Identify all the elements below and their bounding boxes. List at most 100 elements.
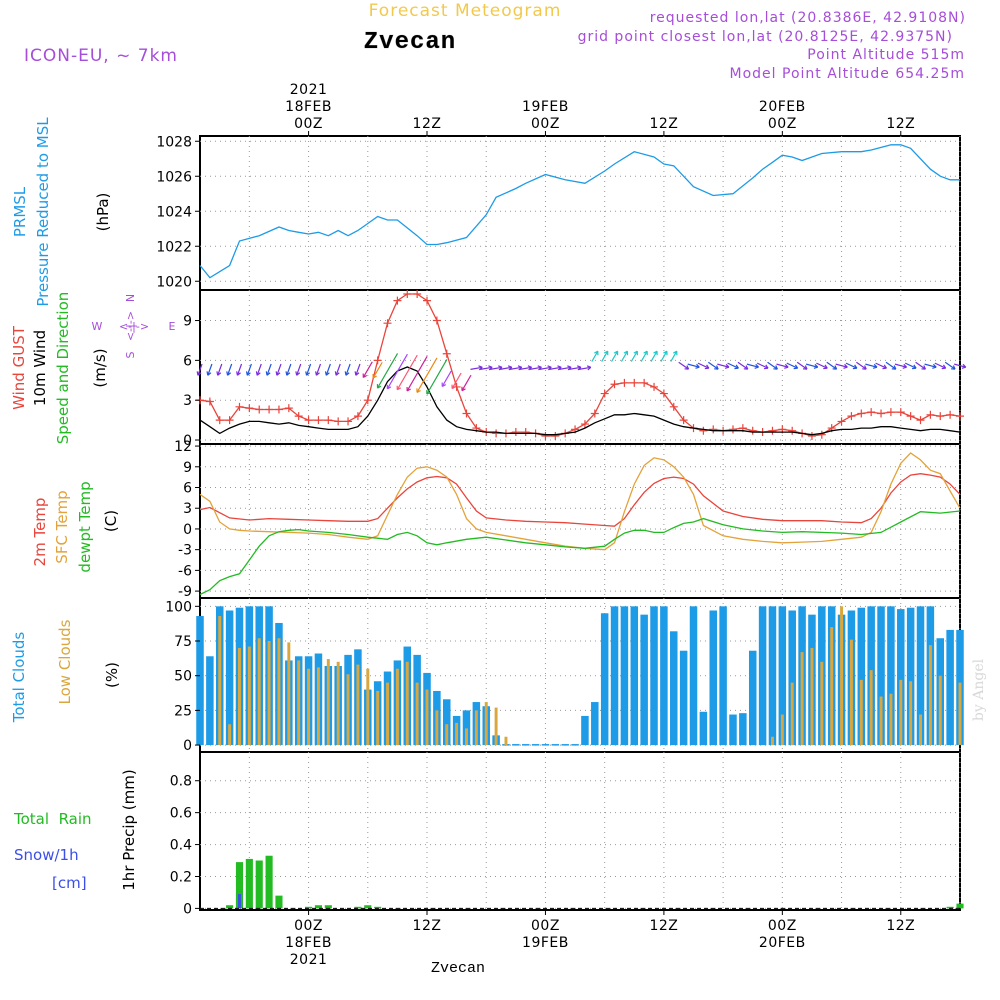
- wind-arrow: [499, 366, 512, 370]
- top-time-label: 20FEB: [759, 99, 806, 115]
- wind-arrow-head: [932, 363, 937, 369]
- series-line-2m-temp: [199, 473, 961, 527]
- label-speed-direction: Speed and Direction: [54, 292, 72, 445]
- y-tick-label: 50: [174, 669, 192, 685]
- wind-arrow-head: [912, 364, 917, 370]
- gust-marker: [788, 426, 797, 435]
- bottom-time-label: 18FEB: [285, 935, 332, 951]
- rain-bar: [324, 905, 332, 909]
- footer-station: Zvecan: [431, 960, 485, 977]
- low-cloud-bar: [820, 661, 824, 746]
- gust-marker: [659, 389, 668, 398]
- top-time-label: 18FEB: [285, 99, 332, 115]
- top-time-label: 00Z: [531, 116, 560, 132]
- wind-arrow: [406, 356, 428, 392]
- low-cloud-bar: [465, 728, 468, 746]
- wind-arrow-head: [295, 371, 301, 376]
- wind-arrow-head: [891, 365, 897, 370]
- gust-marker: [916, 416, 925, 425]
- wind-arrow: [678, 361, 689, 370]
- total-cloud-bar: [887, 606, 895, 746]
- total-cloud-bar: [620, 606, 629, 746]
- wind-arrow-head: [663, 350, 668, 356]
- total-cloud-bar: [462, 710, 471, 746]
- wind-arrow-head: [843, 363, 848, 369]
- wind-arrow: [796, 361, 808, 370]
- wind-arrow-head: [275, 371, 281, 376]
- label-ms: (m/s): [91, 348, 109, 387]
- wind-arrow: [954, 363, 966, 368]
- clouds-panel-frame: [199, 597, 961, 753]
- total-cloud-bar: [640, 614, 648, 746]
- low-cloud-bar: [425, 689, 429, 746]
- wind-arrow-head: [643, 350, 648, 356]
- low-cloud-bar: [218, 616, 222, 746]
- y-tick-label: 75: [174, 634, 192, 650]
- bar-marks: [196, 606, 964, 909]
- y-tick-label: 0: [183, 738, 192, 754]
- wind-arrow-head: [613, 350, 619, 356]
- y-tick-label: 12: [174, 439, 192, 455]
- y-tick-label: 6: [183, 481, 192, 497]
- wind-arrow: [591, 350, 599, 362]
- gust-marker: [432, 316, 441, 325]
- low-cloud-bar: [307, 668, 311, 746]
- wind-arrow-head: [633, 350, 638, 356]
- gust-marker: [304, 416, 313, 425]
- wind-arrow: [835, 363, 848, 368]
- compass-n: N: [124, 294, 137, 302]
- rain-bar: [354, 906, 362, 909]
- wind-arrow-head: [315, 371, 320, 376]
- y-tick-label: 1026: [156, 169, 192, 185]
- total-cloud-bar: [748, 650, 757, 746]
- top-time-label: 2021: [290, 82, 328, 98]
- wind-arrow: [217, 363, 223, 376]
- gust-marker: [383, 319, 392, 328]
- wind-arrow: [345, 363, 351, 376]
- wind-arrow-head: [285, 371, 291, 376]
- y-tick-label: 0: [183, 522, 192, 538]
- wind-arrow-head: [507, 365, 513, 371]
- label-wind-gust: Wind GUST: [10, 325, 28, 410]
- wind-arrow-head: [245, 371, 251, 376]
- label-pressure-msl: Pressure Reduced to MSL: [34, 117, 52, 307]
- wind-arrow-head: [372, 373, 377, 379]
- low-cloud-bar: [780, 714, 784, 746]
- wind-arrow: [611, 350, 619, 362]
- low-cloud-bar: [879, 696, 883, 746]
- y-tick-label: 9: [183, 460, 192, 476]
- y-tick-label: 0.6: [170, 806, 192, 822]
- wind-arrow: [416, 357, 438, 393]
- low-cloud-bar: [958, 682, 962, 746]
- label-prmsl: PRMSL: [11, 186, 29, 237]
- bottom-time-label: 12Z: [649, 918, 678, 934]
- gust-marker: [817, 430, 826, 439]
- label-10m-wind: 10m Wind: [31, 330, 49, 406]
- rain-bar: [946, 906, 954, 909]
- wind-arrow: [865, 363, 878, 368]
- label-percent: (%): [103, 662, 121, 688]
- low-cloud-bar: [228, 724, 232, 746]
- wind-arrow-head: [832, 365, 838, 370]
- wind-arrow-head: [334, 371, 340, 376]
- top-time-label: 00Z: [768, 116, 797, 132]
- low-cloud-bar: [859, 679, 863, 746]
- gust-marker: [620, 378, 629, 387]
- bottom-time-label: 2021: [290, 952, 328, 968]
- low-cloud-bar: [899, 679, 903, 746]
- wind-arrow-head: [255, 371, 261, 376]
- top-time-label: 12Z: [413, 116, 442, 132]
- wind-arrow-head: [704, 364, 710, 370]
- wind-arrow-head: [594, 350, 599, 356]
- wind-arrow-head: [376, 384, 382, 389]
- gust-marker: [353, 412, 362, 421]
- low-cloud-bar: [810, 647, 814, 746]
- wind-arrow-head: [216, 371, 222, 376]
- compass-arrows-h: <-|->: [119, 320, 149, 333]
- total-cloud-bar: [206, 656, 214, 746]
- label-precip: 1hr Precip (mm): [120, 769, 138, 890]
- wind-arrow: [236, 363, 243, 376]
- wind-arrow: [426, 359, 448, 395]
- gust-marker: [590, 409, 599, 418]
- wind-arrow: [756, 362, 769, 369]
